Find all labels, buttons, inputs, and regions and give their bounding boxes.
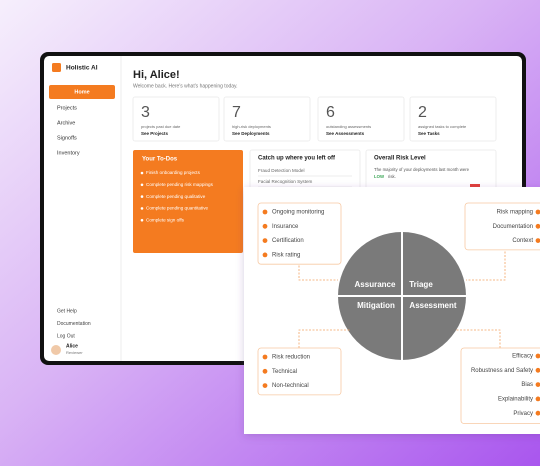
connector (298, 262, 338, 281)
stat-link[interactable]: See Deployments (232, 131, 270, 136)
group-item: Technical (272, 369, 297, 375)
group-item: Bias (521, 382, 533, 388)
nav-item[interactable]: Inventory (57, 150, 80, 156)
stat-link[interactable]: See Projects (141, 131, 169, 136)
todo-card (133, 150, 243, 253)
risk-title: Overall Risk Level (374, 156, 426, 162)
risk-text-after: risk. (388, 174, 396, 179)
stat-value: 6 (326, 104, 335, 121)
quadrant-label: Assessment (409, 301, 456, 310)
item-dot (262, 238, 268, 244)
stat-card (409, 96, 497, 142)
logo (52, 63, 61, 72)
connector (298, 329, 350, 348)
brand: Holistic AI (66, 65, 98, 72)
stat-value: 3 (141, 104, 150, 121)
group-box (257, 202, 342, 265)
stat-link[interactable]: See Tasks (418, 131, 440, 136)
todo-dot (140, 207, 144, 210)
group-item: Explainability (498, 396, 533, 402)
item-dot (535, 353, 540, 359)
group-item: Risk rating (272, 252, 300, 258)
risk-level: LOW (374, 174, 385, 179)
group-item: Ongoing monitoring (272, 210, 324, 216)
item-dot (262, 383, 268, 388)
group-box (460, 347, 540, 424)
item-dot (535, 367, 540, 373)
group-box (464, 202, 540, 251)
stat-card (132, 96, 220, 142)
footer-link[interactable]: Log Out (57, 333, 75, 339)
connector (466, 248, 506, 281)
nav-item[interactable]: Signoffs (57, 135, 77, 141)
item-dot (535, 209, 540, 215)
item-dot (535, 410, 540, 416)
catch-up-item[interactable]: Fraud Detection Model (258, 168, 304, 173)
group-box (257, 347, 342, 396)
stat-label: outstanding assessments (326, 124, 371, 129)
diagram: Assurance Triage Mitigation Assessment Ongoi… (257, 202, 540, 424)
stat-label: projects past due date (141, 124, 181, 129)
item-dot (262, 354, 268, 360)
quadrant-label: Triage (409, 280, 433, 289)
catch-up-item[interactable]: Facial Recognition System (258, 179, 313, 184)
stat-link[interactable]: See Assessments (326, 131, 365, 136)
avatar (51, 345, 61, 355)
todo-dot (140, 171, 144, 175)
todo-item[interactable]: Finish onboarding projects (146, 170, 201, 175)
stats: 3 projects past due date See Projects 7 high… (132, 96, 497, 142)
group-item: Efficacy (512, 354, 533, 360)
user-name: Alice (66, 343, 78, 349)
nav-active (49, 85, 115, 99)
item-dot (535, 238, 540, 243)
group-item: Risk mapping (497, 210, 533, 216)
todo-dot (140, 183, 144, 187)
todo-item[interactable]: Complete sign offs (146, 217, 185, 222)
todo-dot (140, 195, 144, 198)
group-item: Documentation (493, 224, 533, 230)
risk-text: The majority of your deployments last mo… (374, 167, 470, 172)
todo-item[interactable]: Complete pending quantitative (146, 206, 209, 211)
item-dot (262, 252, 268, 258)
item-dot (262, 368, 268, 374)
item-dot (535, 382, 540, 387)
todo-item[interactable]: Complete pending qualitative (146, 194, 206, 199)
group-item: Non-technical (272, 383, 309, 389)
connector (455, 329, 501, 348)
catch-up-title: Catch up where you left off (258, 156, 336, 162)
user-role: Reviewer (66, 350, 83, 355)
stat-value: 7 (232, 104, 241, 121)
quadrant-label: Assurance (355, 280, 396, 289)
group-item: Robustness and Safety (471, 368, 533, 374)
item-dot (535, 396, 540, 402)
stat-label: high-risk deployments (232, 124, 271, 129)
subtitle: Welcome back. Here's what's happening to… (133, 83, 238, 89)
group-item: Privacy (513, 411, 533, 417)
nav-item[interactable]: Home (74, 89, 89, 95)
todo-item[interactable]: Complete pending risk mappings (146, 182, 214, 187)
group-item: Certification (272, 238, 304, 244)
item-dot (262, 209, 268, 215)
todo-title: Your To-Dos (142, 157, 178, 163)
nav-item[interactable]: Projects (57, 105, 77, 111)
footer-link[interactable]: Get Help (57, 308, 77, 314)
item-dot (262, 223, 268, 229)
stat-card (317, 96, 405, 142)
group-item: Insurance (272, 224, 299, 230)
stat-label: assigned tasks to complete (418, 124, 467, 129)
stat-value: 2 (418, 104, 427, 121)
todo-list: Finish onboarding projects Complete pendi… (140, 170, 214, 222)
stat-card (223, 96, 311, 142)
nav-item[interactable]: Archive (57, 120, 75, 126)
quadrant-label: Mitigation (357, 301, 395, 310)
greeting: Hi, Alice! (133, 69, 180, 81)
group-item: Context (512, 238, 533, 244)
nav: Home Projects Archive Signoffs Inventory Get … (49, 85, 115, 339)
footer-link[interactable]: Documentation (57, 321, 91, 327)
todo-dot (140, 218, 144, 222)
group-item: Risk reduction (272, 355, 310, 361)
item-dot (535, 223, 540, 229)
